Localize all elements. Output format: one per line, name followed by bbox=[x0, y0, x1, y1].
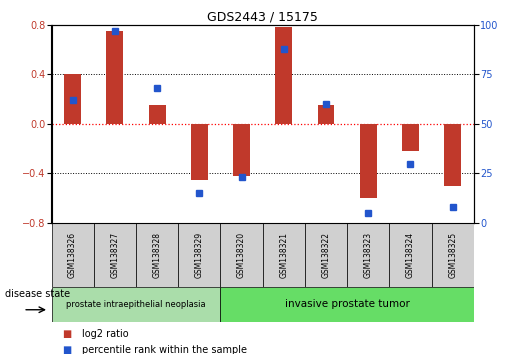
Bar bbox=[107, 31, 123, 124]
Text: GSM138320: GSM138320 bbox=[237, 232, 246, 278]
Bar bbox=[444, 124, 461, 186]
Bar bbox=[389, 223, 432, 287]
Text: prostate intraepithelial neoplasia: prostate intraepithelial neoplasia bbox=[66, 300, 206, 309]
Bar bbox=[178, 223, 220, 287]
Bar bbox=[318, 105, 334, 124]
Bar bbox=[233, 124, 250, 176]
Text: GSM138329: GSM138329 bbox=[195, 232, 204, 278]
Bar bbox=[360, 124, 376, 198]
Bar bbox=[263, 223, 305, 287]
Bar bbox=[149, 105, 165, 124]
Bar bbox=[94, 223, 136, 287]
Text: ■: ■ bbox=[62, 345, 71, 354]
Bar bbox=[220, 223, 263, 287]
Bar bbox=[347, 223, 389, 287]
Text: GSM138321: GSM138321 bbox=[279, 232, 288, 278]
Bar bbox=[432, 223, 474, 287]
Text: GSM138324: GSM138324 bbox=[406, 232, 415, 278]
Title: GDS2443 / 15175: GDS2443 / 15175 bbox=[207, 11, 318, 24]
Text: GSM138326: GSM138326 bbox=[68, 232, 77, 278]
Text: log2 ratio: log2 ratio bbox=[82, 329, 129, 339]
Bar bbox=[402, 124, 419, 151]
Text: GSM138325: GSM138325 bbox=[448, 232, 457, 278]
Bar bbox=[136, 223, 178, 287]
Text: percentile rank within the sample: percentile rank within the sample bbox=[82, 345, 247, 354]
Bar bbox=[52, 223, 94, 287]
Bar bbox=[276, 27, 292, 124]
Text: GSM138327: GSM138327 bbox=[110, 232, 119, 278]
Text: GSM138323: GSM138323 bbox=[364, 232, 373, 278]
Text: GSM138322: GSM138322 bbox=[321, 232, 331, 278]
Bar bbox=[64, 74, 81, 124]
Text: disease state: disease state bbox=[5, 289, 70, 299]
Bar bbox=[220, 287, 474, 322]
Text: GSM138328: GSM138328 bbox=[152, 232, 162, 278]
Bar bbox=[52, 287, 220, 322]
Text: ■: ■ bbox=[62, 329, 71, 339]
Text: invasive prostate tumor: invasive prostate tumor bbox=[285, 299, 409, 309]
Bar bbox=[305, 223, 347, 287]
Bar bbox=[191, 124, 208, 179]
